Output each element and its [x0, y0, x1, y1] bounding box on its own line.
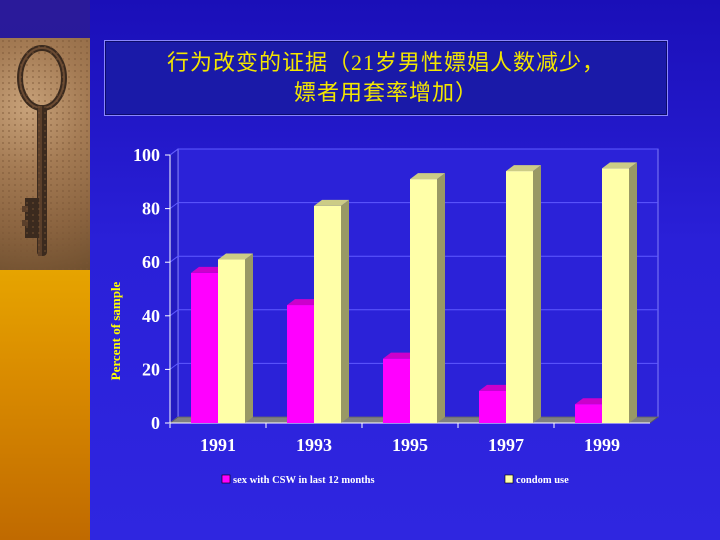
bar-condom-1993 [314, 205, 341, 423]
bar-condom-1997 [506, 171, 533, 423]
bar-csw-1993 [287, 305, 314, 423]
gold-strip [0, 270, 90, 540]
legend-label-csw: sex with CSW in last 12 months [233, 475, 375, 486]
bar-csw-1995 [383, 358, 410, 423]
bar-condom-1991-top [218, 253, 253, 260]
chart-side-wall [169, 148, 179, 424]
bar-condom-1999 [602, 168, 629, 423]
bar-condom-1991 [218, 259, 245, 423]
legend-label-condom: condom use [516, 475, 569, 486]
bar-condom-1999-side [629, 162, 637, 423]
x-tick-label: 1995 [392, 435, 428, 455]
bar-csw-1997-top [479, 384, 514, 391]
antique-key-photo [0, 38, 90, 270]
key-icon [17, 45, 67, 256]
legend-swatch-csw [221, 474, 231, 484]
bar-csw-1991-top [191, 266, 226, 273]
slide-title-line-2: 嫖者用套率增加） [293, 80, 478, 105]
bar-condom-1995-side [437, 173, 445, 423]
gridline-diag [169, 255, 179, 263]
bar-condom-1995 [410, 179, 437, 423]
bar-condom-1999-top [602, 162, 637, 169]
x-tick-label: 1999 [584, 435, 620, 455]
bar-condom-1997-top [506, 165, 541, 172]
legend-swatch-condom [504, 474, 514, 484]
gridline-diag [169, 309, 179, 317]
bar-csw-1999 [575, 404, 602, 423]
bar-csw-1995-top [383, 352, 418, 359]
gridline-diag [169, 202, 179, 210]
bar-csw-1991 [191, 272, 218, 423]
x-tick-label: 1991 [200, 435, 236, 455]
bar-condom-1997-side [533, 165, 541, 423]
bar-csw-1999-top [575, 398, 610, 405]
slide-title-line-1: 行为改变的证据（21岁男性嫖娼人数减少， [166, 50, 605, 75]
y-tick-label: 60 [142, 252, 160, 272]
x-tick-label: 1997 [488, 435, 524, 455]
bar-condom-1993-top [314, 199, 349, 206]
bar-csw-1993-top [287, 299, 322, 306]
gridline-diag [169, 362, 179, 370]
y-tick-label: 20 [142, 359, 160, 379]
y-tick-label: 40 [142, 306, 160, 326]
y-tick-label: 80 [142, 199, 160, 219]
title-box: 行为改变的证据（21岁男性嫖娼人数减少， 嫖者用套率增加） [104, 40, 668, 116]
y-axis-label: Percent of sample [108, 281, 123, 380]
bar-condom-1991-side [245, 253, 253, 423]
y-tick-label: 100 [133, 145, 160, 165]
bar-csw-1997 [479, 390, 506, 423]
x-tick-label: 1993 [296, 435, 332, 455]
photo-texture [0, 38, 90, 270]
bar-condom-1993-side [341, 199, 349, 423]
gridline-diag [169, 148, 179, 156]
bar-condom-1995-top [410, 173, 445, 180]
y-tick-label: 0 [151, 413, 160, 433]
